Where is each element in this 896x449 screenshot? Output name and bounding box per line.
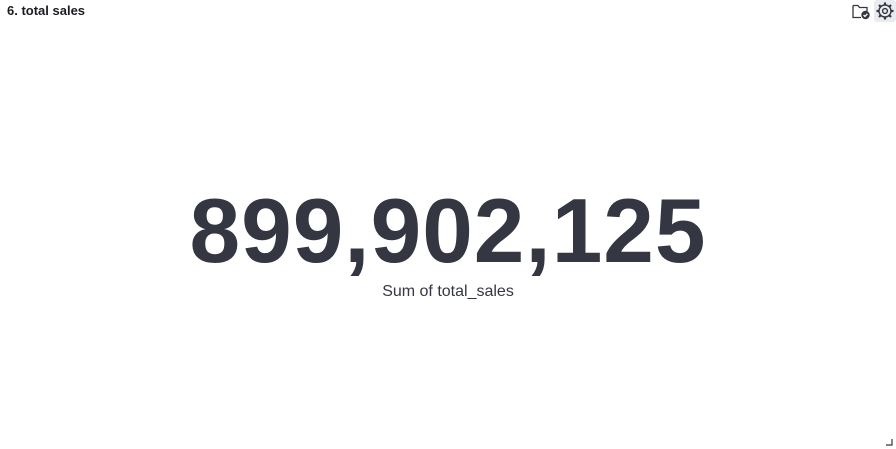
metric-value: 899,902,125: [189, 181, 707, 282]
metric-display: 899,902,125 Sum of total_sales: [0, 182, 896, 302]
panel-title: 6. total sales: [7, 3, 86, 18]
resize-handle-icon[interactable]: [886, 439, 893, 446]
gear-icon: [876, 2, 894, 20]
folder-check-button[interactable]: [850, 0, 872, 22]
folder-check-icon: [852, 4, 870, 20]
settings-button[interactable]: [874, 0, 896, 22]
panel-actions: [848, 0, 896, 22]
panel-header: 6. total sales: [0, 0, 896, 22]
metric-label: Sum of total_sales: [382, 283, 514, 300]
